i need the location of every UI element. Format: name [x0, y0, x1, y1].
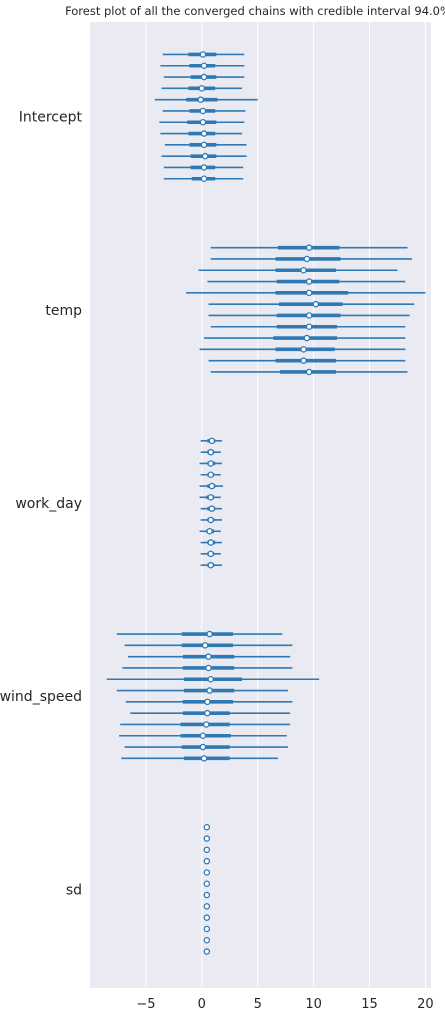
median-point [207, 676, 214, 683]
median-point [208, 482, 216, 490]
median-point [200, 141, 208, 149]
median-point [207, 516, 214, 524]
median-point [303, 334, 311, 342]
median-point [303, 255, 311, 263]
median-point [203, 857, 211, 865]
median-point [199, 51, 207, 58]
median-point [204, 709, 211, 717]
median-point [203, 891, 211, 899]
x-tick-label: −5 [136, 997, 155, 1012]
median-point [205, 653, 212, 660]
grid-lines [145, 22, 426, 988]
median-point [203, 721, 210, 728]
median-point [305, 312, 313, 319]
median-point [300, 346, 307, 353]
median-point [203, 835, 211, 842]
median-point [204, 698, 211, 706]
x-tick-label: 10 [305, 997, 322, 1012]
median-point [205, 664, 212, 672]
median-point [203, 903, 211, 910]
median-point [201, 642, 209, 649]
median-point [305, 244, 313, 251]
median-point [206, 687, 213, 694]
median-point [207, 471, 214, 478]
median-point [206, 528, 213, 535]
median-point [312, 300, 320, 308]
x-tick-label: 0 [198, 997, 206, 1012]
median-point [200, 130, 208, 137]
median-point [201, 152, 209, 160]
median-point [199, 119, 207, 126]
median-point [207, 460, 214, 467]
median-point [203, 925, 211, 933]
median-point [203, 846, 211, 854]
median-point [300, 357, 307, 364]
median-point [200, 73, 208, 81]
median-point [208, 437, 216, 445]
x-axis-ticks: −5 0 5 10 15 20 [136, 997, 433, 1012]
plot-area [90, 22, 431, 988]
median-point [203, 869, 211, 876]
median-point [207, 448, 214, 456]
x-tick-label: 15 [361, 997, 378, 1012]
median-point [207, 561, 214, 569]
median-point [206, 630, 213, 638]
variable-label: work_day [15, 496, 82, 512]
variable-label: Intercept [19, 110, 83, 126]
chart-title: Forest plot of all the converged chains … [65, 4, 445, 18]
median-point [199, 743, 207, 751]
median-point [300, 266, 307, 274]
x-tick-label: 20 [417, 997, 434, 1012]
median-point [203, 824, 211, 831]
median-point [200, 164, 208, 171]
median-point [207, 539, 214, 546]
median-point [208, 505, 216, 512]
median-point [200, 175, 208, 182]
median-point [207, 494, 214, 501]
median-point [200, 62, 208, 70]
median-point [203, 937, 211, 944]
x-tick-label: 5 [254, 997, 262, 1012]
median-point [200, 755, 208, 762]
median-point [198, 85, 206, 92]
median-point [199, 107, 207, 115]
variable-label: temp [45, 303, 82, 319]
variable-label: sd [66, 882, 82, 898]
median-point [305, 323, 313, 330]
median-point [203, 880, 211, 888]
median-point [207, 550, 214, 558]
median-point [199, 732, 207, 740]
median-point [305, 289, 313, 297]
chain-intervals [106, 51, 426, 955]
median-point [203, 948, 211, 955]
median-point [203, 914, 211, 921]
median-point [305, 368, 313, 376]
variable-label: wind_speed [0, 689, 82, 705]
median-point [305, 278, 313, 285]
median-point [197, 96, 204, 103]
